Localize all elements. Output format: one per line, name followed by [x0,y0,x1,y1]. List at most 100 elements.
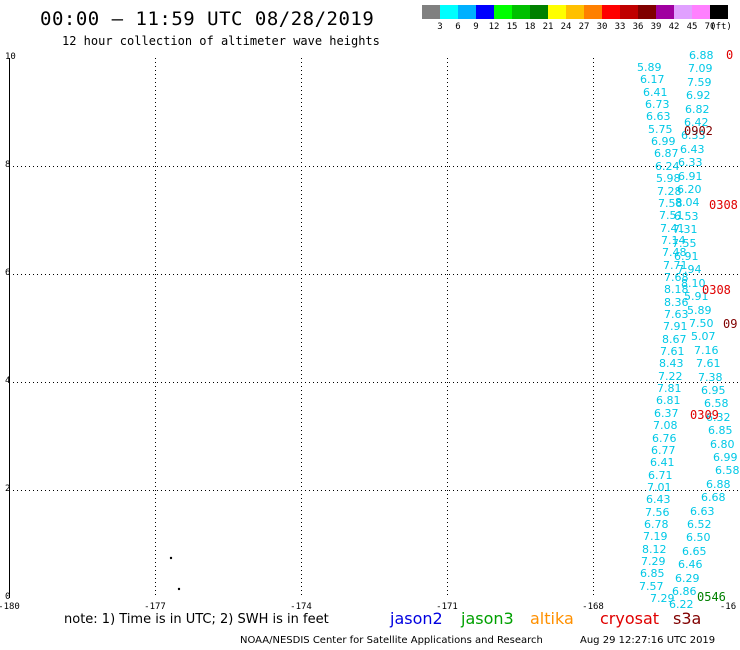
wave-height-value: 5.91 [684,290,709,304]
x-tick-label: -16 [719,602,737,612]
wave-height-value: 5.89 [687,303,712,317]
time-label: 0308 [709,198,738,212]
wave-height-value: 7.19 [643,530,668,544]
colorbar-cell [620,5,638,19]
wave-height-value: 7.08 [653,419,678,433]
colorbar-label: 70 [704,22,716,32]
colorbar-label: 42 [668,22,680,32]
time-label: 0546 [697,590,726,604]
y-tick-label: 8 [5,160,11,170]
wave-height-value: 7.48 [662,246,687,260]
wave-height-value: 6.58 [704,397,729,411]
colorbar-cell [440,5,458,19]
wave-height-value: 7.22 [658,369,683,383]
colorbar-label: 24 [560,22,572,32]
wave-height-value: 6.73 [645,98,670,112]
colorbar-label: 30 [596,22,608,32]
wave-height-value: 7.09 [688,62,713,76]
wave-height-value: 6.77 [651,443,676,457]
colorbar-label: 9 [473,22,479,32]
observation-dot [177,587,181,591]
wave-height-value: 8.43 [659,357,684,371]
colorbar-cell [530,5,548,19]
wave-height-value: 7.71 [663,258,688,272]
legend-note: note: 1) Time is in UTC; 2) SWH is in fe… [64,612,329,627]
legend-s3a: s3a [673,609,702,628]
wave-height-value: 6.37 [654,406,679,420]
y-tick-label: 6 [5,268,11,278]
colorbar-label: 27 [578,22,590,32]
colorbar-label: 45 [686,22,698,32]
plot-area [9,58,739,598]
wave-height-value: 6.76 [652,431,677,445]
wave-height-value: 7.50 [689,317,714,330]
wave-height-value: 6.53 [674,209,699,223]
x-tick-label: -168 [582,602,604,612]
colorbar-cell [494,5,512,19]
wave-height-value: 7.01 [647,480,672,494]
colorbar-cell [566,5,584,19]
legend-cryosat: cryosat [600,609,660,628]
wave-height-value: 7.14 [661,233,686,247]
wave-height-value: 7.61 [696,357,721,371]
wave-height-value: 6.82 [685,102,710,116]
chart-title: 00:00 – 11:59 UTC 08/28/2019 [40,8,375,30]
wave-height-value: 6.63 [646,110,671,124]
footer-credit: NOAA/NESDIS Center for Satellite Applica… [240,635,543,646]
colorbar-label: (ft) [710,22,732,32]
footer-timestamp: Aug 29 12:27:16 UTC 2019 [580,635,716,646]
wave-height-value: 6.78 [644,517,669,531]
wave-height-value: 7.81 [657,382,682,396]
chart-subtitle: 12 hour collection of altimeter wave hei… [62,34,380,48]
wave-height-value: 6.32 [706,410,731,424]
legend-jason3: jason3 [461,609,514,628]
colorbar-label: 21 [542,22,554,32]
colorbar-label: 12 [488,22,500,32]
x-tick-label: -177 [144,602,166,612]
wave-height-value: 7.29 [641,555,666,568]
wave-height-value: 6.91 [678,169,703,183]
wave-height-value: 7.51 [659,209,684,223]
wave-height-value: 6.43 [680,142,705,156]
colorbar-label: 15 [506,22,518,32]
wave-height-value: 7.28 [657,184,682,198]
wave-height-value: 8.67 [662,332,687,346]
wave-height-value: 6.68 [701,491,726,505]
wave-height-value: 6.99 [713,451,738,464]
colorbar-cell [710,5,728,19]
wave-height-value: 7.68 [664,270,689,284]
wave-height-value: 6.50 [686,531,711,545]
colorbar-cell [674,5,692,19]
wave-height-value: 6.81 [656,394,681,408]
edge-label: 09 [723,317,738,331]
wave-height-value: 6.85 [708,424,733,438]
wave-height-value: 7.29 [650,592,675,606]
wave-height-value: 6.42 [684,116,709,129]
wave-height-value: 7.55 [672,236,697,250]
colorbar-cell [476,5,494,19]
wave-height-value: 6.17 [640,73,665,87]
wave-height-value: 6.41 [643,85,668,99]
wave-height-value: 6.29 [675,571,700,585]
wave-height-value: 7.61 [660,345,685,359]
wave-height-value: 7.63 [664,308,689,321]
colorbar-cell [584,5,602,19]
wave-height-value: 6.22 [669,598,694,612]
wave-height-value: 6.80 [710,437,735,451]
wave-height-value: 6.88 [689,49,714,62]
wave-height-value: 7.41 [660,221,685,235]
wave-height-value: 6.33 [681,129,706,143]
colorbar-label: 3 [437,22,443,32]
wave-height-value: 6.58 [715,464,740,478]
wave-height-value: 7.57 [639,579,664,593]
y-tick-label: 0 [5,592,11,602]
wave-height-value: 6.43 [646,493,671,507]
y-tick-label: 10 [5,52,16,62]
wave-height-value: 8.36 [664,295,689,309]
legend-jason2: jason2 [390,609,443,628]
wave-height-value: 7.91 [663,320,688,334]
wave-height-value: 5.98 [656,172,681,186]
wave-height-value: 6.33 [678,156,703,170]
wave-height-value: 7.16 [694,343,719,357]
wave-height-value: 6.87 [654,147,679,161]
